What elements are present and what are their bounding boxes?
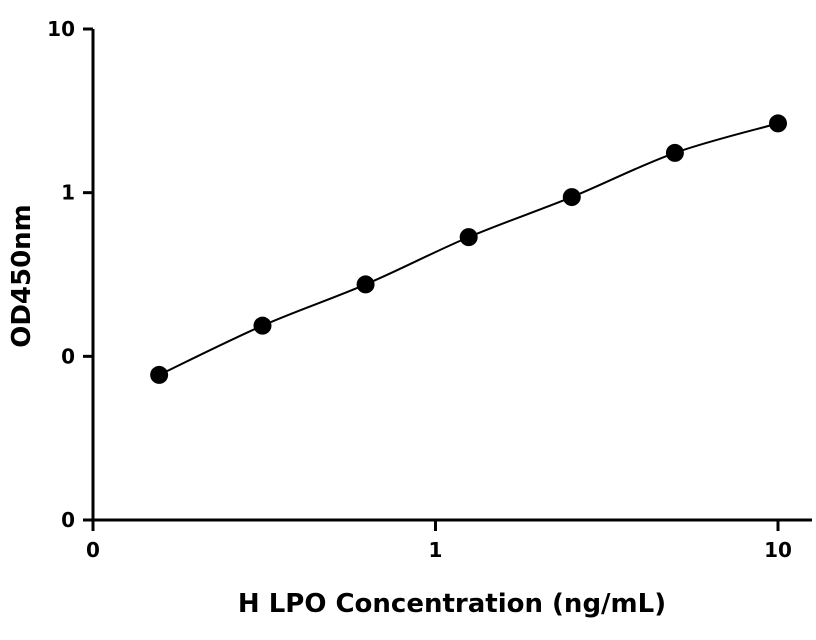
y-ticks: 0 0 1 10 [47,17,93,532]
x-axis: 0 1 10 [86,518,812,562]
y-tick-label: 1 [61,181,75,205]
data-point [459,228,478,247]
data-points [150,114,787,384]
data-point [253,316,272,335]
y-tick-label: 0 [61,508,75,532]
x-tick-label: 10 [764,538,792,562]
y-tick-label: 0 [61,344,75,368]
data-point [150,365,169,384]
data-point [356,275,375,294]
data-point [665,143,684,162]
y-axis-title: OD450nm [7,204,37,348]
y-tick-label: 10 [47,17,75,41]
data-point [562,188,581,207]
x-ticks: 0 1 10 [86,520,792,562]
x-axis-title: H LPO Concentration (ng/mL) [238,589,666,619]
x-tick-label: 1 [429,538,443,562]
data-point [769,114,787,133]
fit-curve [158,122,779,376]
y-axis: 0 0 1 10 [47,17,95,532]
x-tick-label: 0 [86,538,100,562]
